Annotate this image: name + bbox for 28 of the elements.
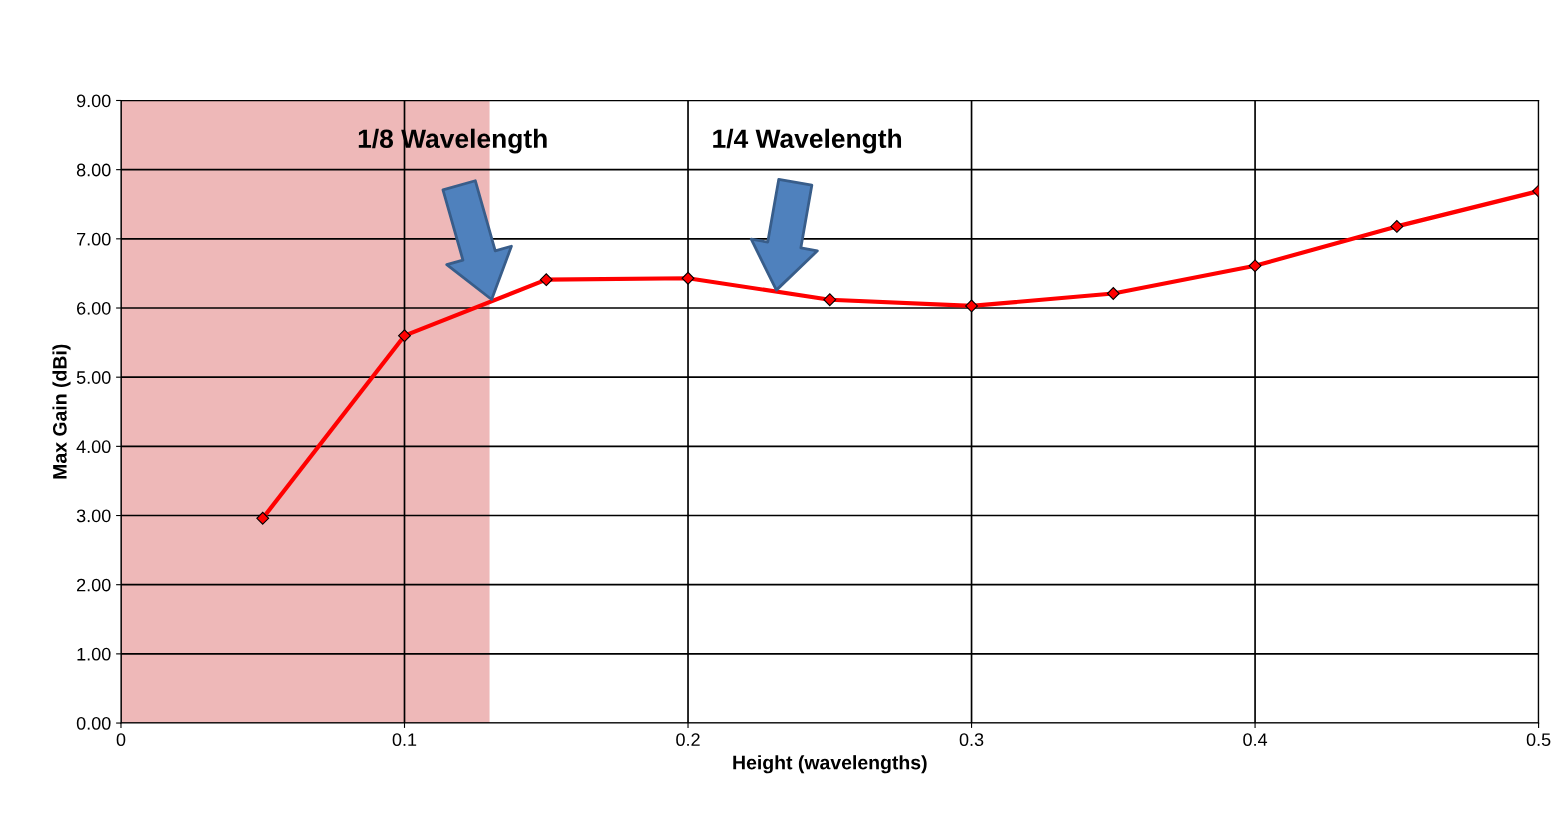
y-tick-label: 0.00 [76,716,111,730]
point [1248,259,1262,273]
y-tick-label: 7.00 [77,232,111,246]
x-tick-label: 0.3 [959,733,984,747]
x-tick-label: 0.1 [392,733,417,747]
point [1390,219,1404,233]
x-tick-label: 0.5 [1526,733,1551,747]
y-tick-label: 8.00 [76,163,111,177]
annotation: 1/4 Wavelength [713,128,902,154]
point [823,293,837,307]
x-tick-label: 0.2 [676,733,700,747]
point [398,329,411,343]
y-axis-title: Max Gain (dBi) [52,344,71,479]
x-tick-label: 0.4 [1243,733,1268,747]
y-tick-label: 4.00 [76,440,111,454]
y-tick-label: 2.00 [77,578,111,592]
y-tick-label: 3.00 [76,509,111,523]
y-tick-label: 6.00 [77,301,111,315]
y-tick-label: 5.00 [76,371,111,384]
y-tick-label: 1.00 [77,647,111,661]
y-tick-label: 9.00 [76,94,111,108]
point [1106,287,1120,300]
point [256,511,270,525]
x-tick-label: 0 [116,733,126,747]
point [681,271,695,285]
x-axis-title: Height (wavelengths) [733,755,927,774]
point [965,299,978,313]
point [539,273,553,287]
